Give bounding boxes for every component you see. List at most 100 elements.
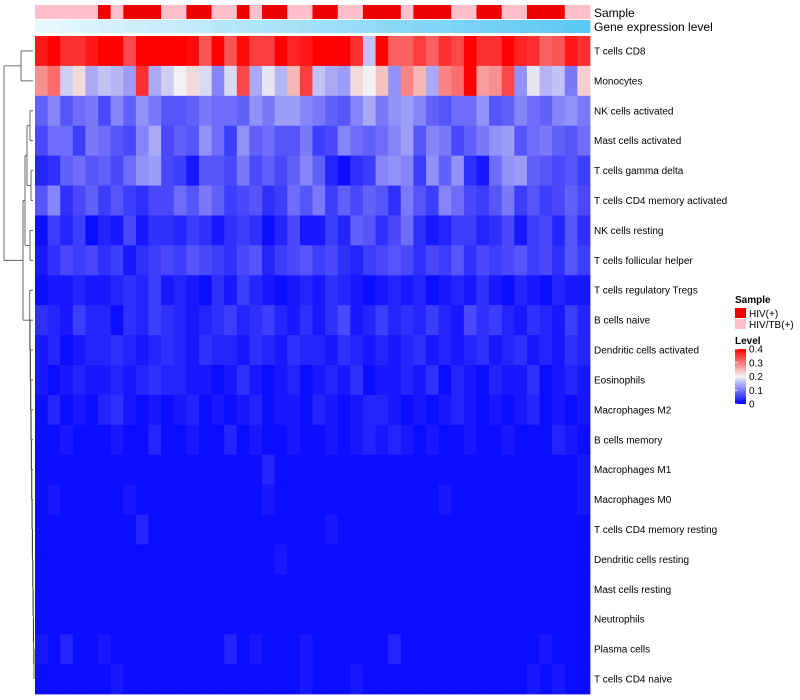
heatmap-cell [60, 335, 74, 366]
heatmap-cell [35, 65, 49, 97]
heatmap-cell [274, 394, 288, 426]
heatmap-cell [299, 215, 313, 246]
heatmap-cell [489, 394, 503, 426]
heatmap-cell [35, 155, 49, 186]
heatmap-cell [388, 215, 402, 246]
heatmap-cell [413, 514, 427, 545]
heatmap-cell [476, 484, 490, 515]
heatmap-cell [375, 424, 389, 456]
heatmap-cell [173, 544, 187, 575]
heatmap-cell [426, 394, 440, 426]
heatmap-cell [110, 36, 124, 67]
heatmap-cell [35, 275, 49, 306]
heatmap-cell [186, 215, 200, 246]
heatmap-cell [299, 604, 313, 635]
gene-expression-annotation-cell [98, 20, 112, 33]
row-label: Eosinophils [594, 375, 645, 386]
heatmap-cell [249, 125, 263, 157]
heatmap-cell [413, 664, 427, 695]
heatmap-cell [375, 484, 389, 515]
heatmap-cell [274, 245, 288, 276]
heatmap-cell [476, 424, 490, 456]
heatmap-cell [148, 245, 162, 276]
heatmap-cell [236, 95, 250, 127]
heatmap-cell [426, 305, 440, 336]
heatmap-cell [236, 215, 250, 246]
heatmap-cell [198, 544, 212, 575]
heatmap-cell [224, 574, 238, 605]
heatmap-cell [98, 125, 112, 157]
heatmap-cell [413, 155, 427, 186]
heatmap-cell [514, 185, 528, 216]
heatmap-cell [173, 454, 187, 486]
heatmap-cell [148, 36, 162, 67]
heatmap-cell [552, 36, 566, 67]
heatmap-cell [148, 634, 162, 665]
heatmap-cell [539, 36, 553, 67]
heatmap-cell [514, 155, 528, 186]
legend-tick-label: 0.4 [749, 345, 763, 356]
heatmap-cell [60, 125, 74, 157]
heatmap-cell [211, 125, 225, 157]
heatmap-cell [287, 634, 301, 665]
heatmap-cell [476, 215, 490, 246]
heatmap-cell [148, 514, 162, 545]
heatmap-cell [552, 634, 566, 665]
heatmap-cell [186, 65, 200, 97]
heatmap-cell [287, 36, 301, 67]
heatmap-cell [501, 424, 515, 456]
heatmap-cell [299, 36, 313, 67]
legend-tick-label: 0.2 [749, 372, 763, 383]
heatmap-cell [47, 574, 61, 605]
heatmap-cell [501, 155, 515, 186]
heatmap-cell [198, 484, 212, 515]
heatmap-cell [552, 394, 566, 426]
legend-tick-label: 0 [749, 400, 755, 411]
heatmap-cell [299, 155, 313, 186]
row-label: Mast cells resting [594, 585, 671, 596]
heatmap-cell [274, 365, 288, 396]
heatmap-cell [224, 544, 238, 575]
row-label: NK cells activated [594, 106, 673, 117]
heatmap-cell [173, 365, 187, 396]
heatmap-cell [186, 95, 200, 127]
heatmap-cell [211, 65, 225, 97]
gene-expression-annotation-cell [438, 20, 452, 33]
heatmap-cell [186, 634, 200, 665]
heatmap-cell [123, 544, 137, 575]
heatmap-cell [161, 365, 175, 396]
row-label: T cells gamma delta [594, 166, 684, 177]
heatmap-cell [526, 514, 540, 545]
heatmap-cell [577, 185, 591, 216]
heatmap-cell [489, 275, 503, 306]
heatmap-cell [299, 664, 313, 695]
heatmap-cell [362, 95, 376, 127]
heatmap-cell [362, 514, 376, 545]
heatmap-cell [375, 604, 389, 635]
heatmap-cell [438, 36, 452, 67]
heatmap-cell [526, 604, 540, 635]
heatmap-cell [476, 305, 490, 336]
heatmap-cell [337, 335, 351, 366]
gene-expression-annotation-cell [249, 20, 263, 33]
heatmap-cell [539, 574, 553, 605]
heatmap-cell [577, 125, 591, 157]
heatmap-cell [514, 335, 528, 366]
heatmap-cell [413, 305, 427, 336]
heatmap-cell [85, 664, 99, 695]
heatmap-cell [72, 65, 86, 97]
heatmap-cell [98, 335, 112, 366]
heatmap-cell [539, 125, 553, 157]
heatmap-cell [388, 95, 402, 127]
heatmap-cell [539, 424, 553, 456]
heatmap-cell [362, 365, 376, 396]
heatmap-cell [539, 95, 553, 127]
heatmap-cell [236, 634, 250, 665]
heatmap-cell [262, 634, 276, 665]
heatmap-cell [552, 65, 566, 97]
heatmap-cell [98, 275, 112, 306]
heatmap-cell [135, 454, 149, 486]
heatmap-cell [577, 245, 591, 276]
heatmap-cell [173, 275, 187, 306]
